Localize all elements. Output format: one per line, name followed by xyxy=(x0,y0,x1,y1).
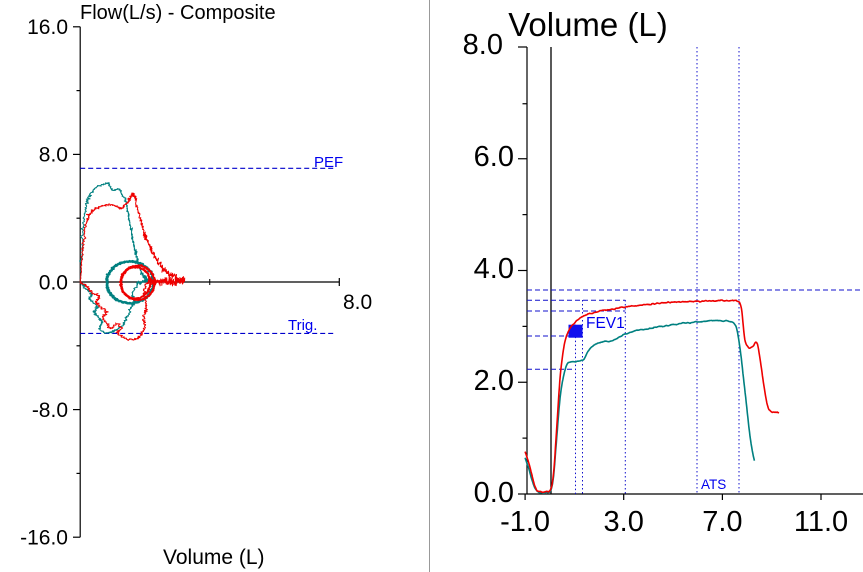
svg-text:-16.0: -16.0 xyxy=(20,527,68,550)
svg-text:0.0: 0.0 xyxy=(39,272,68,295)
svg-text:7.0: 7.0 xyxy=(702,506,742,538)
svg-text:-1.0: -1.0 xyxy=(500,506,550,538)
svg-text:16.0: 16.0 xyxy=(27,16,68,39)
svg-text:6.0: 6.0 xyxy=(474,141,514,173)
svg-text:3.0: 3.0 xyxy=(604,506,644,538)
svg-text:-8.0: -8.0 xyxy=(32,399,68,422)
svg-text:PEF: PEF xyxy=(314,154,343,171)
svg-text:0.0: 0.0 xyxy=(474,477,514,509)
svg-text:8.0: 8.0 xyxy=(343,291,372,314)
svg-text:FEV1: FEV1 xyxy=(586,315,625,332)
svg-text:Volume (L): Volume (L) xyxy=(163,546,265,569)
svg-text:ATS: ATS xyxy=(701,477,726,492)
svg-text:8.0: 8.0 xyxy=(39,144,68,167)
svg-text:11.0: 11.0 xyxy=(794,506,848,538)
svg-text:4.0: 4.0 xyxy=(474,253,514,285)
svg-text:2.0: 2.0 xyxy=(474,365,514,397)
svg-text:Volume (L): Volume (L) xyxy=(508,6,668,43)
svg-text:Flow(L/s) - Composite: Flow(L/s) - Composite xyxy=(80,2,276,24)
svg-text:Trig.: Trig. xyxy=(288,317,317,334)
svg-text:8.0: 8.0 xyxy=(463,29,503,61)
